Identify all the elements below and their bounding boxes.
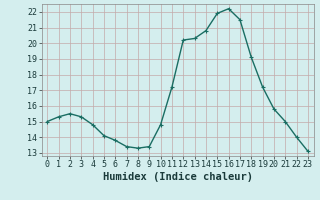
X-axis label: Humidex (Indice chaleur): Humidex (Indice chaleur) xyxy=(103,172,252,182)
